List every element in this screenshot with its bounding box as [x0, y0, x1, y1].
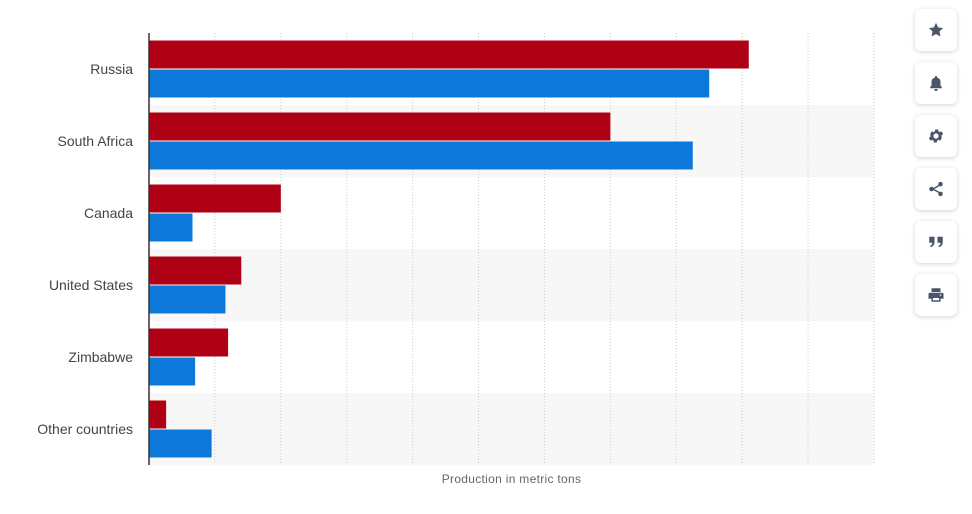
bar-series-2	[149, 69, 710, 98]
bell-icon	[930, 75, 942, 91]
bar-series-2	[149, 357, 196, 386]
row-band	[149, 393, 874, 465]
category-label: Russia	[90, 61, 133, 77]
category-label: Canada	[84, 205, 133, 221]
category-label: Other countries	[37, 421, 133, 437]
bar-series-1	[149, 400, 167, 429]
quote-icon	[929, 236, 943, 248]
category-label: United States	[49, 277, 133, 293]
x-axis-title: Production in metric tons	[442, 472, 582, 486]
category-label: Zimbabwe	[68, 349, 133, 365]
settings-button[interactable]	[915, 115, 957, 157]
bar-series-2	[149, 429, 212, 458]
print-button[interactable]	[915, 274, 957, 316]
notification-button[interactable]	[915, 62, 957, 104]
star-icon	[928, 22, 944, 37]
bars	[149, 40, 749, 458]
bar-series-1	[149, 184, 281, 213]
favorite-button[interactable]	[915, 9, 957, 51]
category-label: South Africa	[58, 133, 134, 149]
share-icon	[929, 181, 943, 197]
gear-icon	[928, 129, 944, 143]
bar-series-1	[149, 256, 242, 285]
category-labels: Russia South Africa Canada United States Zim…	[37, 61, 133, 437]
grid-lines	[214, 33, 875, 465]
bar-series-1	[149, 40, 749, 69]
bar-series-2	[149, 285, 226, 314]
bar-series-2	[149, 141, 693, 170]
cite-button[interactable]	[915, 221, 957, 263]
toolbar	[915, 9, 957, 327]
printer-icon	[928, 288, 944, 302]
bar-chart: Russia South Africa Canada United States Zim…	[37, 33, 875, 486]
bar-series-1	[149, 112, 611, 141]
share-button[interactable]	[915, 168, 957, 210]
row-band	[149, 249, 874, 321]
bar-series-2	[149, 213, 193, 242]
bar-series-1	[149, 328, 229, 357]
